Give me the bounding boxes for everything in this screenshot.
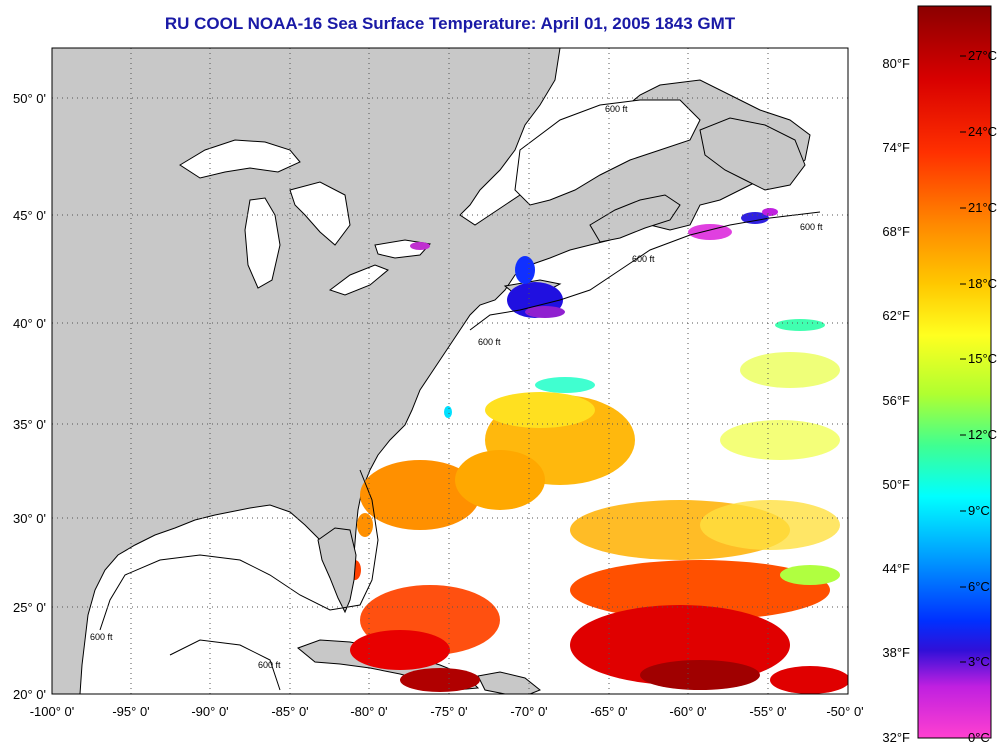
celsius-label: 6°C (968, 579, 990, 594)
celsius-label: 9°C (968, 503, 990, 518)
colorbar-ticks (960, 55, 966, 663)
isobath-label: 600 ft (632, 254, 655, 264)
fahrenheit-scale: 80°F 74°F 68°F 62°F 56°F 50°F 44°F 38°F … (882, 56, 910, 745)
lake-erie (328, 264, 389, 296)
land-newfoundland (699, 117, 806, 191)
isobath-contour (469, 211, 821, 331)
lon-label: -60° 0' (669, 704, 706, 719)
celsius-label: 21°C (968, 200, 997, 215)
map-frame (51, 47, 849, 695)
longitude-labels: -100° 0' -95° 0' -90° 0' -85° 0' -80° 0'… (30, 704, 864, 719)
lake-huron (289, 181, 351, 246)
lon-label: -80° 0' (350, 704, 387, 719)
isobath-label: 600 ft (478, 337, 501, 347)
celsius-label: 15°C (968, 351, 997, 366)
lake-michigan (244, 197, 281, 289)
lon-label: -95° 0' (112, 704, 149, 719)
lat-label: 25° 0' (13, 600, 46, 615)
isobath-label: 600 ft (90, 632, 113, 642)
fahrenheit-label: 68°F (882, 224, 910, 239)
lat-label: 50° 0' (13, 91, 46, 106)
fahrenheit-label: 80°F (882, 56, 910, 71)
lat-label: 30° 0' (13, 511, 46, 526)
lon-label: -90° 0' (191, 704, 228, 719)
lon-label: -75° 0' (430, 704, 467, 719)
lon-label: -70° 0' (510, 704, 547, 719)
lon-label: -100° 0' (30, 704, 75, 719)
land-florida (317, 527, 357, 614)
isobath-contour-caribbean (169, 639, 281, 691)
celsius-label: 0°C (968, 730, 990, 745)
celsius-label: 12°C (968, 427, 997, 442)
fahrenheit-label: 38°F (882, 645, 910, 660)
lat-label: 35° 0' (13, 417, 46, 432)
celsius-scale: 27°C 24°C 21°C 18°C 15°C 12°C 9°C 6°C 3°… (968, 48, 997, 745)
fahrenheit-label: 74°F (882, 140, 910, 155)
isobath-contour-gulf (99, 469, 379, 631)
isobath-label: 600 ft (605, 104, 628, 114)
sst-data (349, 208, 848, 694)
fahrenheit-label: 44°F (882, 561, 910, 576)
celsius-label: 24°C (968, 124, 997, 139)
lat-label: 20° 0' (13, 687, 46, 702)
isobath-label: 600 ft (800, 222, 823, 232)
isobath-label: 600 ft (258, 660, 281, 670)
fahrenheit-label: 56°F (882, 393, 910, 408)
celsius-label: 18°C (968, 276, 997, 291)
lon-label: -85° 0' (271, 704, 308, 719)
latitude-labels: 50° 0' 45° 0' 40° 0' 35° 0' 30° 0' 25° 0… (13, 91, 46, 702)
st-lawrence-gulf (514, 99, 701, 206)
fahrenheit-label: 50°F (882, 477, 910, 492)
celsius-label: 3°C (968, 654, 990, 669)
land-nova-scotia (589, 194, 681, 243)
fahrenheit-label: 62°F (882, 308, 910, 323)
celsius-label: 27°C (968, 48, 997, 63)
lat-label: 40° 0' (13, 316, 46, 331)
land-hispaniola (477, 671, 541, 694)
map-title: RU COOL NOAA-16 Sea Surface Temperature:… (164, 14, 736, 33)
fahrenheit-label: 32°F (882, 730, 910, 745)
lon-label: -50° 0' (826, 704, 863, 719)
lon-label: -55° 0' (749, 704, 786, 719)
lon-label: -65° 0' (590, 704, 627, 719)
lat-label: 45° 0' (13, 208, 46, 223)
colorbar (917, 5, 992, 739)
